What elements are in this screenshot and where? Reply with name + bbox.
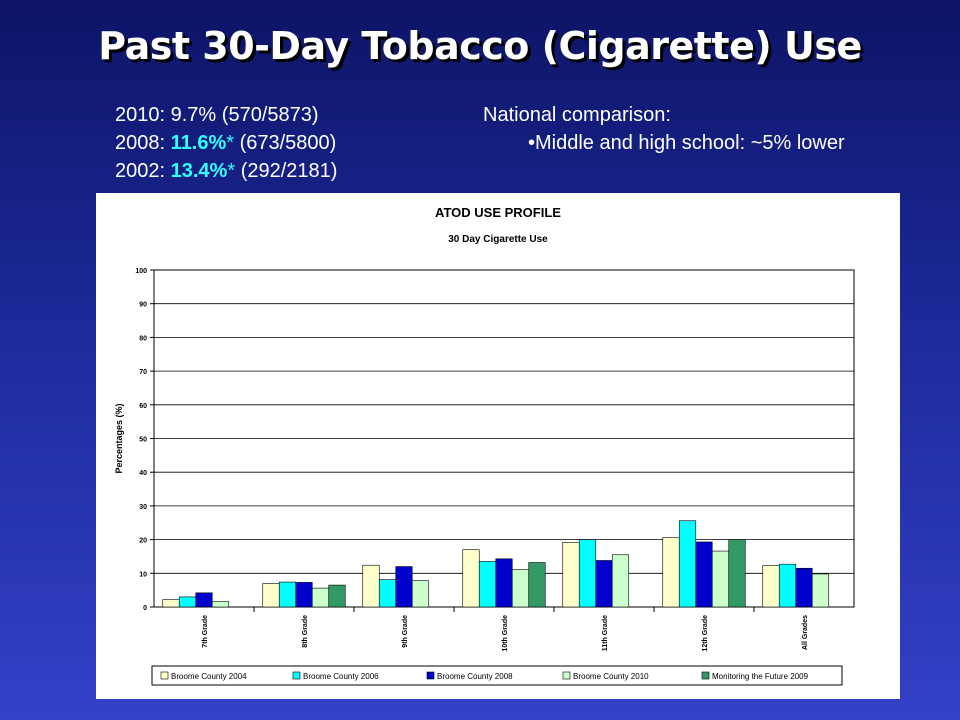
bar <box>328 584 346 608</box>
y-tick-label: 40 <box>139 470 147 477</box>
bar <box>411 580 430 608</box>
bar <box>611 554 630 608</box>
legend-entry: Broome County 2006 <box>303 672 379 681</box>
legend-swatch <box>160 671 169 680</box>
bar <box>811 573 830 608</box>
stat-count: (673/5800) <box>239 132 337 154</box>
y-tick-label: 80 <box>139 335 147 342</box>
x-tick-label: 7th Grade <box>202 615 209 648</box>
national-comparison: National comparison: •Middle and high sc… <box>483 101 845 157</box>
stat-line-2008: 2008: 11.6%* (673/5800) <box>115 129 337 157</box>
stat-label: 2008: <box>115 132 166 154</box>
y-axis-label: Percentages (%) <box>114 403 124 473</box>
legend: Broome County 2004 Broome County 2006 Broo… <box>151 665 843 686</box>
bar <box>511 569 530 608</box>
x-tick-label: 11th Grade <box>602 615 609 651</box>
chart-subtitle: 30 Day Cigarette Use <box>448 234 548 245</box>
bar <box>295 582 313 608</box>
stat-pct: 13.4% <box>170 160 228 182</box>
bar <box>178 596 197 608</box>
bar <box>562 541 580 608</box>
legend-swatch <box>426 671 435 680</box>
legend-entry: Broome County 2008 <box>437 672 513 681</box>
bar <box>462 549 480 608</box>
stat-significance-mark: * <box>226 132 235 154</box>
y-tick-label: 70 <box>139 369 147 376</box>
bar-chart: ATOD USE PROFILE 30 Day Cigarette Use Pe… <box>114 205 855 686</box>
legend-swatch <box>562 671 571 680</box>
bar <box>311 587 330 608</box>
stat-label: 2002: <box>115 160 166 182</box>
bar <box>478 561 497 608</box>
chart-title: ATOD USE PROFILE <box>435 205 561 220</box>
bar <box>578 539 597 608</box>
bar <box>211 601 230 608</box>
stat-pct: 11.6% <box>170 132 227 154</box>
bars <box>162 520 830 608</box>
bar <box>711 550 730 608</box>
bar <box>778 563 797 608</box>
bar <box>262 583 280 608</box>
bar <box>528 562 546 608</box>
legend-swatch <box>292 671 301 680</box>
y-tick-label: 20 <box>139 538 147 545</box>
bar <box>595 560 613 608</box>
bar <box>795 567 813 608</box>
legend-entry: Broome County 2004 <box>171 672 247 681</box>
stats-block: 2010: 9.7% (570/5873) 2008: 11.6%* (673/… <box>115 101 337 185</box>
bar <box>362 564 380 608</box>
bar <box>695 541 713 608</box>
x-tick-label: 10th Grade <box>502 615 509 652</box>
stat-count: (292/2181) <box>240 160 338 182</box>
stat-line-2002: 2002: 13.4%* (292/2181) <box>115 157 337 185</box>
bar <box>378 579 397 608</box>
y-tick-label: 10 <box>139 571 147 578</box>
bar <box>678 520 697 608</box>
y-tick-label: 100 <box>135 268 147 275</box>
stat-significance-mark: * <box>227 160 236 182</box>
bar <box>195 592 213 608</box>
bar <box>278 581 297 608</box>
stat-line-2010: 2010: 9.7% (570/5873) <box>115 101 337 129</box>
bar <box>728 539 746 608</box>
national-heading: National comparison: <box>483 104 671 126</box>
legend-box <box>151 665 843 686</box>
stat-pct: 9.7% <box>170 104 217 126</box>
legend-swatch <box>701 671 710 680</box>
x-tick-label: 12th Grade <box>702 615 709 652</box>
bar <box>495 558 513 608</box>
y-tick-label: 90 <box>139 302 147 309</box>
stat-count: (570/5873) <box>221 104 319 126</box>
x-tick-label: 8th Grade <box>302 615 309 648</box>
bar <box>662 537 680 608</box>
y-tick-label: 30 <box>139 504 147 511</box>
bar <box>395 566 413 608</box>
y-tick-label: 60 <box>139 403 147 410</box>
bar <box>762 565 780 608</box>
y-tick-label: 0 <box>143 605 147 612</box>
chart-panel: ATOD USE PROFILE 30 Day Cigarette Use Pe… <box>96 193 900 699</box>
gridlines <box>153 269 855 608</box>
stat-label: 2010: <box>115 104 166 126</box>
slide-title: Past 30-Day Tobacco (Cigarette) Use <box>98 24 862 68</box>
x-tick-label: All Grades <box>802 615 809 650</box>
bar <box>162 599 180 608</box>
national-bullet: •Middle and high school: ~5% lower <box>528 132 845 154</box>
legend-entry: Broome County 2010 <box>573 672 649 681</box>
axes: 0 10 20 30 40 50 60 70 80 90 100 7th Grade 8th Grade… <box>135 268 809 652</box>
x-tick-label: 9th Grade <box>402 615 409 648</box>
y-tick-label: 50 <box>139 437 147 444</box>
legend-entry: Monitoring the Future 2009 <box>712 672 809 681</box>
